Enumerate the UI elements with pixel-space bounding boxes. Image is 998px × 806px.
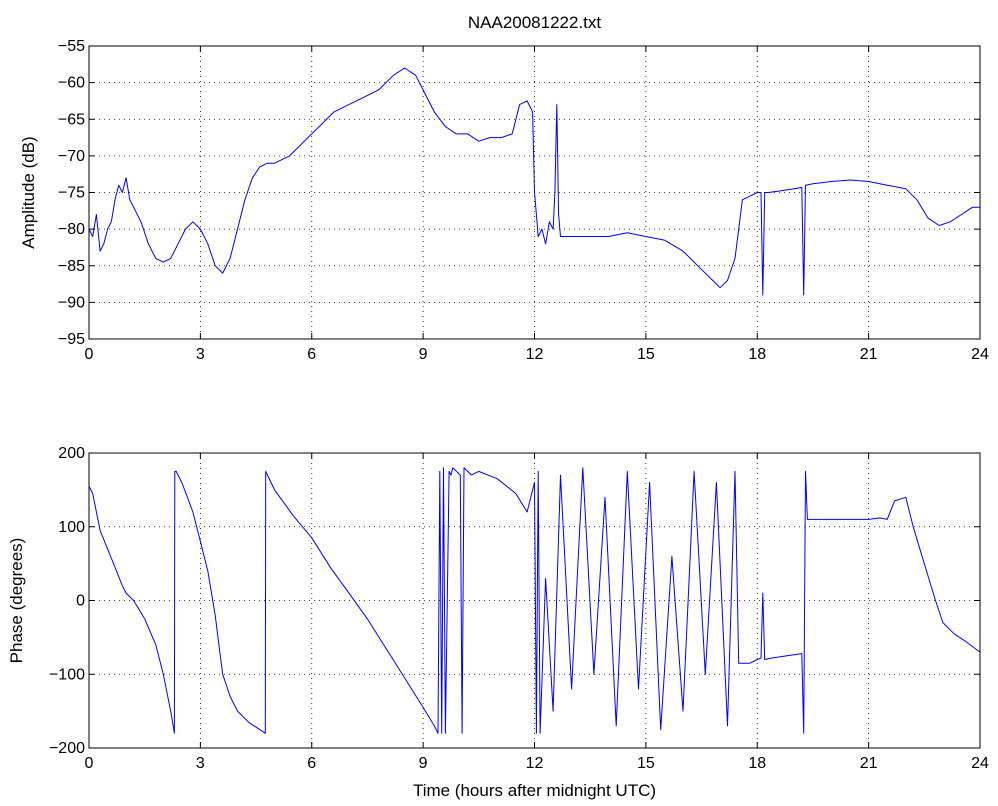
amplitude-x-tick-label: 12	[526, 346, 544, 363]
amplitude-y-tick-label: −75	[58, 185, 85, 202]
phase-panel: 0 3 6 9 12 15 18 21 24 −200 −100 0 100 200 Time (hour…	[7, 445, 989, 800]
phase-x-axis-label: Time (hours after midnight UTC)	[413, 781, 656, 800]
amplitude-series-line	[88, 67, 980, 296]
phase-y-tick-label: 200	[58, 445, 85, 462]
amplitude-x-tick-label: 18	[748, 346, 766, 363]
phase-x-tick-label: 12	[526, 755, 544, 772]
phase-x-tick-label: 15	[637, 755, 655, 772]
phase-x-tick-label: 9	[419, 755, 428, 772]
phase-series-line	[88, 467, 981, 734]
phase-y-axis-label: Phase (degrees)	[7, 538, 26, 664]
amplitude-ticks: 0 3 6 9 12 15 18 21 24 −95 −90 −85 −80 −75 −70 −65 −60 −5…	[58, 38, 989, 363]
phase-x-tick-label: 24	[971, 755, 989, 772]
chart-title: NAA20081222.txt	[468, 13, 602, 32]
phase-ticks: 0 3 6 9 12 15 18 21 24 −200 −100 0 100 200	[49, 445, 989, 772]
amplitude-panel: 0 3 6 9 12 15 18 21 24 −95 −90 −85 −80 −75 −70 −65 −60 −5…	[19, 13, 989, 363]
phase-y-tick-label: 100	[58, 519, 85, 536]
amplitude-y-tick-label: −60	[58, 75, 85, 92]
phase-x-tick-label: 6	[307, 755, 316, 772]
phase-x-tick-label: 0	[85, 755, 94, 772]
amplitude-x-tick-label: 0	[85, 346, 94, 363]
amplitude-y-tick-label: −85	[58, 258, 85, 275]
amplitude-x-tick-label: 15	[637, 346, 655, 363]
phase-y-tick-label: −200	[49, 740, 85, 757]
amplitude-y-tick-label: −80	[58, 221, 85, 238]
amplitude-x-tick-label: 24	[971, 346, 989, 363]
amplitude-y-tick-label: −90	[58, 294, 85, 311]
phase-y-tick-label: 0	[76, 593, 85, 610]
phase-x-tick-label: 18	[748, 755, 766, 772]
amplitude-x-tick-label: 6	[307, 346, 316, 363]
amplitude-y-tick-label: −95	[58, 331, 85, 348]
amplitude-x-tick-label: 21	[860, 346, 878, 363]
amplitude-y-axis-label: Amplitude (dB)	[19, 136, 38, 248]
amplitude-y-tick-label: −70	[58, 148, 85, 165]
phase-y-tick-label: −100	[49, 666, 85, 683]
phase-x-tick-label: 3	[196, 755, 205, 772]
amplitude-x-tick-label: 3	[196, 346, 205, 363]
amplitude-x-tick-label: 9	[419, 346, 428, 363]
amplitude-y-tick-label: −65	[58, 111, 85, 128]
phase-x-tick-label: 21	[860, 755, 878, 772]
amplitude-y-tick-label: −55	[58, 38, 85, 55]
